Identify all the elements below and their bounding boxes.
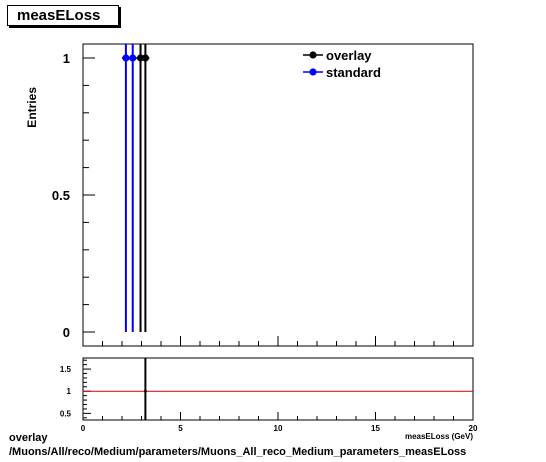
y-tick-label: 0	[63, 325, 70, 340]
ratio-y-tick-label: 0.5	[60, 409, 72, 418]
x-tick-label: 15	[371, 424, 380, 433]
y-tick-label: 0.5	[52, 188, 70, 203]
x-tick-label: 20	[469, 424, 478, 433]
data-point	[122, 54, 130, 62]
ratio-y-tick-label: 1	[67, 387, 72, 396]
histogram-title: measELoss	[7, 5, 119, 26]
legend-marker	[309, 68, 317, 76]
x-tick-label: 0	[81, 424, 86, 433]
x-tick-label: 10	[274, 424, 283, 433]
x-tick-label: 5	[178, 424, 183, 433]
y-axis-label: Entries	[25, 87, 39, 128]
legend-entry: overlay	[326, 48, 372, 63]
ratio-point	[143, 389, 147, 393]
data-point	[141, 54, 149, 62]
footer-path: /Muons/All/reco/Medium/parameters/Muons_…	[9, 446, 467, 458]
legend-entry: standard	[326, 65, 381, 80]
ratio-plot-frame	[82, 357, 474, 421]
ratio-y-tick-label: 1.5	[60, 365, 72, 374]
x-axis-label: measELoss (GeV)	[405, 432, 473, 441]
y-tick-label: 1	[63, 51, 70, 66]
legend-marker	[309, 51, 317, 59]
footer-label: overlay	[9, 432, 48, 444]
data-point	[129, 54, 137, 62]
